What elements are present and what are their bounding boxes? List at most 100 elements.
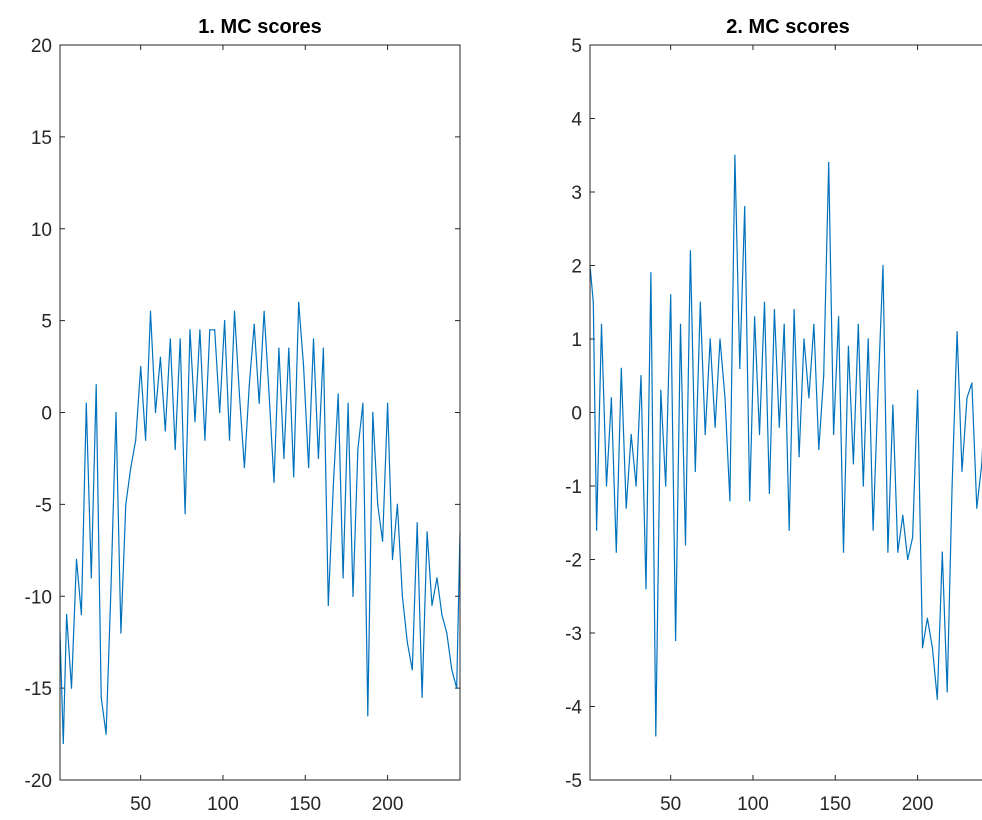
- chart-1-y-tick-label: 20: [31, 36, 52, 57]
- chart-2-y-tick-label: -4: [565, 698, 582, 719]
- chart-2-data-point: [961, 470, 963, 472]
- chart-1-data-point: [184, 513, 186, 515]
- chart-1-data-point: [164, 430, 166, 432]
- chart-1-data-point: [204, 439, 206, 441]
- chart-1-data-point: [100, 696, 102, 698]
- chart-2-data-point: [956, 331, 958, 333]
- chart-2-data-point: [754, 316, 756, 318]
- chart-2-data-point: [902, 514, 904, 517]
- chart-2-data-point: [625, 507, 627, 509]
- chart-2-data-point: [966, 397, 968, 399]
- chart-2-data-point: [921, 647, 924, 649]
- chart-1-data-point: [105, 733, 107, 735]
- chart-1-data-point: [426, 531, 428, 533]
- chart-2-data-point: [833, 433, 835, 436]
- chart-1-data-point: [396, 503, 398, 505]
- chart-1-y-tick-label: 5: [41, 312, 52, 333]
- chart-2-data-point: [793, 309, 795, 311]
- chart-2-data-point: [684, 544, 687, 546]
- chart-1-data-point: [199, 329, 201, 331]
- chart-2-data-point: [828, 162, 830, 164]
- chart-2-tick-labels: 50 100 150 200 -5 -4 -3 -2 -1 0 1 2 3 4 5: [565, 36, 933, 815]
- chart-2-y-tick-label: -2: [565, 551, 582, 572]
- chart-2-data-point: [768, 492, 771, 494]
- chart-2-data-point: [912, 536, 914, 539]
- chart-2-data-point: [724, 397, 726, 399]
- chart-1-data-point: [248, 384, 250, 386]
- chart-1-data-point: [258, 402, 260, 404]
- chart-1-data-point: [243, 467, 245, 469]
- chart-2-data-point: [892, 404, 894, 406]
- chart-1-data-point: [391, 558, 394, 561]
- chart-2-data-point: [813, 323, 815, 325]
- chart-1-data-point: [62, 742, 64, 744]
- chart-2-y-tick-label: -1: [565, 477, 582, 498]
- chart-1-data-point: [303, 366, 305, 368]
- chart-2-data-point: [857, 323, 859, 325]
- chart-2-data-point: [714, 426, 716, 428]
- chart-1-data-point: [273, 481, 275, 483]
- chart-2-data-point: [808, 397, 810, 399]
- chart-1-data-point: [90, 577, 92, 579]
- chart-1-data-point: [194, 421, 196, 423]
- chart-1-tick-labels: 50 100 150 200 -20 -15 -10 -5 0 5 10 15 20: [25, 36, 404, 815]
- chart-2-y-tick-label: 0: [571, 404, 582, 425]
- chart-2-data-point: [971, 382, 973, 384]
- chart-1-data-point: [263, 310, 265, 312]
- chart-1-data-point: [317, 457, 319, 459]
- chart-2-data-point: [650, 272, 652, 274]
- axes-1: 1. MC scores 50 100 150 200 -20 -15 -10 -5 0 5 10 1…: [25, 16, 461, 815]
- chart-1-data-point: [66, 614, 68, 616]
- chart-2-data-point: [936, 698, 938, 700]
- chart-1-ticks: [60, 44, 460, 781]
- chart-1-data-point: [80, 614, 82, 616]
- chart-1-data-point: [159, 356, 161, 358]
- chart-1-data-point: [169, 338, 171, 340]
- chart-1-data-point: [362, 402, 364, 404]
- chart-2-data-point: [694, 470, 696, 472]
- chart-2-data-point: [788, 529, 790, 531]
- chart-2-data-points: [589, 154, 982, 737]
- chart-1-data-point: [214, 329, 216, 331]
- chart-2-data-point: [660, 389, 662, 391]
- chart-1-y-tick-label: 10: [31, 220, 52, 241]
- chart-1-y-tick-label: -5: [35, 495, 52, 516]
- chart-1-data-point: [115, 411, 117, 414]
- chart-2-data-point: [852, 463, 855, 465]
- chart-2-data-point: [610, 397, 613, 399]
- chart-1-data-point: [179, 338, 181, 340]
- chart-1-data-point: [268, 393, 270, 395]
- chart-2-data-point: [635, 485, 637, 487]
- chart-2-data-point: [818, 448, 820, 450]
- chart-2-series-line: [589, 154, 982, 737]
- chart-2-data-point: [941, 551, 943, 553]
- chart-1-data-point: [332, 485, 334, 487]
- chart-1-data-point: [416, 522, 418, 524]
- chart-1-data-point: [446, 632, 448, 634]
- chart-2-y-tick-label: 2: [571, 257, 582, 278]
- chart-1-data-point: [110, 586, 112, 588]
- chart-2-data-point: [749, 500, 751, 502]
- chart-1-data-point: [174, 448, 176, 450]
- chart-2-data-point: [877, 389, 879, 391]
- chart-2-data-point: [605, 485, 608, 487]
- chart-2-data-point: [655, 735, 657, 737]
- chart-1-data-point: [293, 476, 295, 478]
- chart-2-data-point: [665, 485, 667, 487]
- chart-2-y-tick-label: -3: [565, 624, 582, 645]
- chart-2-data-point: [778, 426, 780, 428]
- chart-1-x-tick-label: 50: [130, 794, 151, 815]
- chart-1-data-point: [401, 595, 403, 597]
- chart-2-data-point: [734, 154, 736, 156]
- chart-1-data-point: [431, 604, 433, 607]
- chart-1-data-point: [382, 540, 384, 542]
- chart-2-data-point: [675, 639, 677, 642]
- chart-1-y-tick-label: 15: [31, 128, 52, 149]
- chart-2-data-point: [709, 338, 711, 340]
- chart-2-y-tick-label: 1: [571, 330, 582, 351]
- chart-1-data-point: [233, 310, 236, 312]
- chart-1-data-point: [337, 393, 339, 395]
- chart-2-data-point: [773, 309, 776, 311]
- chart-1-data-point: [377, 503, 379, 505]
